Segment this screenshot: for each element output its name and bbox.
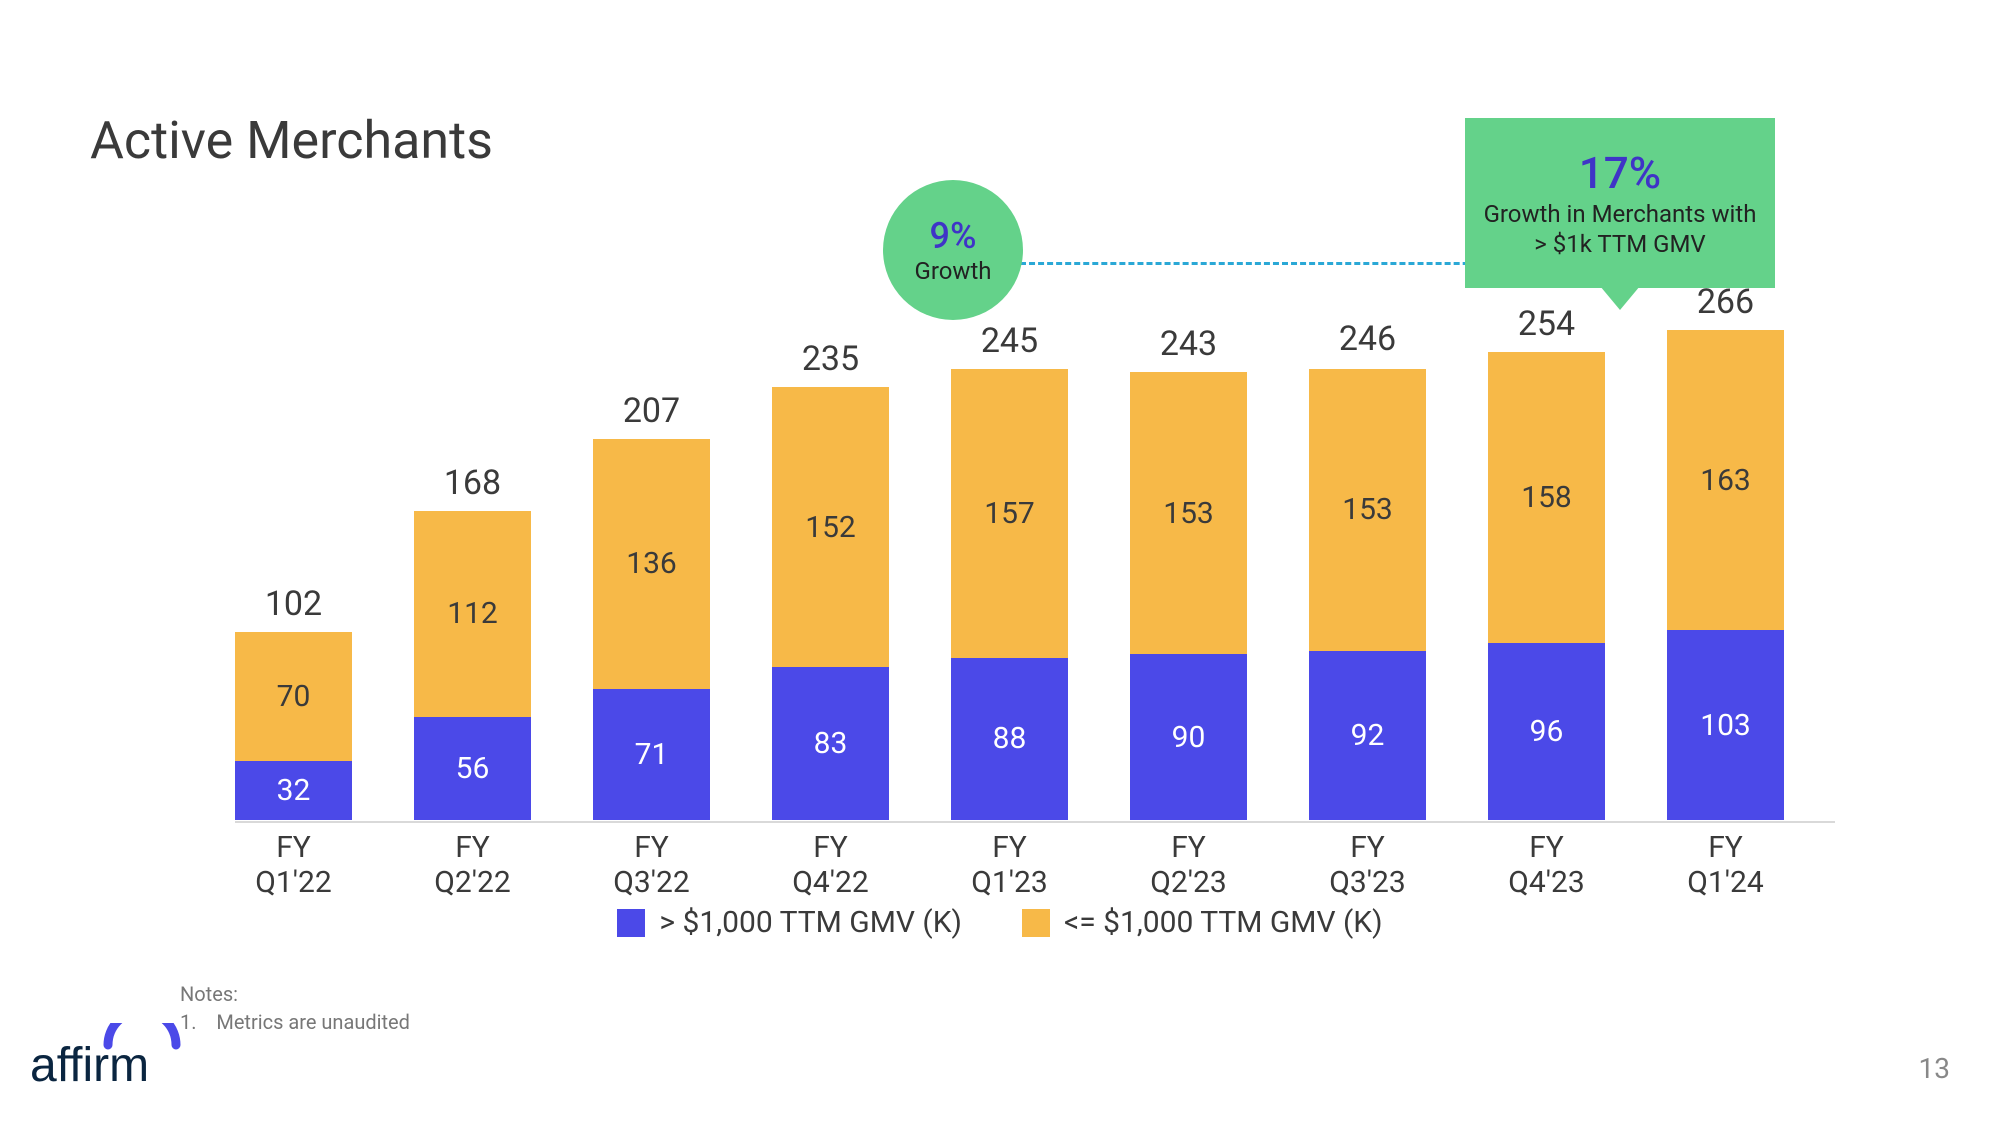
bar-total-label: 102 [235,584,352,624]
bar-segment-top: 163 [1667,330,1784,630]
x-axis-label: FY Q1'24 [1667,830,1784,880]
bar-column: 24315390 [1130,372,1247,820]
bar-segment-bottom: 71 [593,689,710,820]
bar-total-label: 243 [1130,324,1247,364]
growth-box-sub: Growth in Merchants with > $1k TTM GMV [1479,199,1761,259]
legend-item-bottom: > $1,000 TTM GMV (K) [617,905,962,940]
bar-segment-top: 112 [414,511,531,717]
bar-segment-bottom: 83 [772,667,889,820]
growth-badge-sub: Growth [914,257,991,285]
svg-text:affirm: affirm [30,1039,149,1092]
x-axis-label: FY Q1'22 [235,830,352,880]
legend-item-top: <= $1,000 TTM GMV (K) [1022,905,1383,940]
legend: > $1,000 TTM GMV (K) <= $1,000 TTM GMV (… [0,905,2000,940]
x-axis: FY Q1'22 FY Q2'22 FY Q3'22 FY Q4'22 FY Q1'23… [235,830,1835,880]
x-axis-label: FY Q2'23 [1130,830,1247,880]
bar-segment-top: 70 [235,632,352,761]
bar-segment-bottom: 90 [1130,654,1247,820]
bar-column: 25415896 [1488,352,1605,820]
bar-column: 23515283 [772,387,889,820]
bar-segment-bottom: 96 [1488,643,1605,820]
notes-heading: Notes: [180,980,410,1008]
growth-badge-pct: 9% [930,215,977,257]
bar-total-label: 235 [772,339,889,379]
bar-segment-top: 153 [1130,372,1247,654]
bar-total-label: 246 [1309,319,1426,359]
bar-total-label: 254 [1488,304,1605,344]
x-axis-label: FY Q3'23 [1309,830,1426,880]
growth-badge-box: 17% Growth in Merchants with > $1k TTM G… [1465,118,1775,288]
bar-column: 24515788 [951,369,1068,820]
page-title: Active Merchants [90,110,493,171]
bar-column: 24615392 [1309,369,1426,820]
bar-total-label: 245 [951,321,1068,361]
bar-segment-top: 157 [951,369,1068,658]
bar-column: 20713671 [593,439,710,820]
growth-box-pct: 17% [1579,147,1661,199]
affirm-logo: affirm [30,1023,220,1097]
stacked-bar-chart: 1027032168112562071367123515283245157882… [235,330,1835,820]
x-axis-label: FY Q2'22 [414,830,531,880]
legend-label: > $1,000 TTM GMV (K) [659,905,962,940]
page-number: 13 [1919,1052,1950,1085]
bar-column: 16811256 [414,511,531,820]
bar-segment-bottom: 88 [951,658,1068,820]
bar-total-label: 266 [1667,282,1784,322]
bar-segment-bottom: 56 [414,717,531,820]
legend-swatch-icon [1022,909,1050,937]
bar-total-label: 168 [414,463,531,503]
slide: Active Merchants 9% Growth 17% Growth in… [0,0,2000,1125]
chart-baseline [235,821,1835,823]
bar-segment-top: 136 [593,439,710,690]
x-axis-label: FY Q3'22 [593,830,710,880]
growth-badge-circle: 9% Growth [883,180,1023,320]
x-axis-label: FY Q4'22 [772,830,889,880]
bar-segment-top: 153 [1309,369,1426,651]
legend-swatch-icon [617,909,645,937]
bar-segment-bottom: 32 [235,761,352,820]
bar-segment-bottom: 92 [1309,651,1426,820]
x-axis-label: FY Q4'23 [1488,830,1605,880]
bar-segment-bottom: 103 [1667,630,1784,820]
bar-total-label: 207 [593,391,710,431]
bar-segment-top: 158 [1488,352,1605,643]
x-axis-label: FY Q1'23 [951,830,1068,880]
bar-column: 1027032 [235,632,352,820]
legend-label: <= $1,000 TTM GMV (K) [1064,905,1383,940]
bar-segment-top: 152 [772,387,889,667]
bar-column: 266163103 [1667,330,1784,820]
